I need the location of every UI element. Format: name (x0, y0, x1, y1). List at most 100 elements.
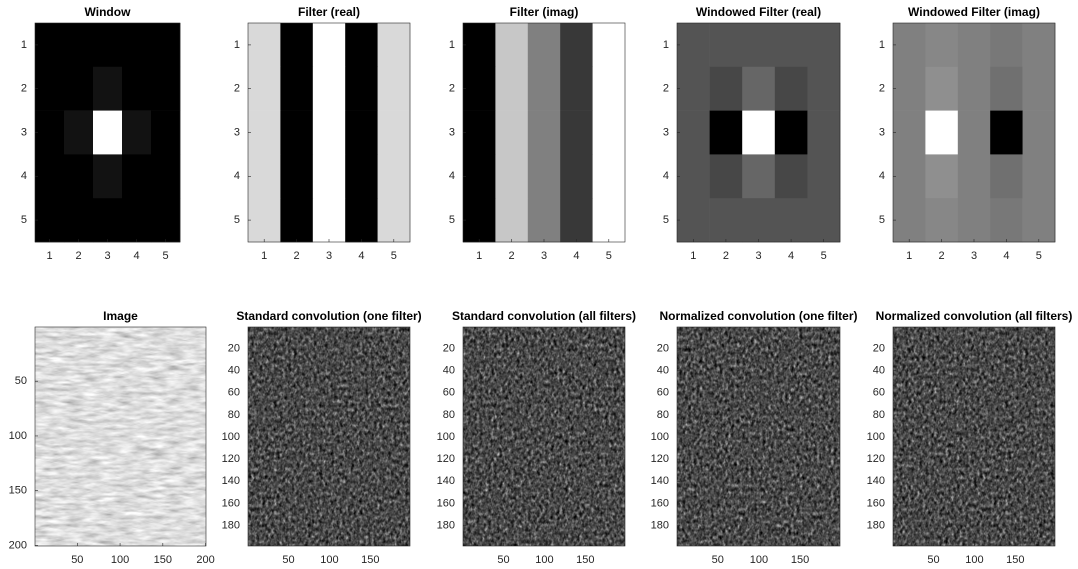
subplot-title: Standard convolution (all filters) (452, 309, 636, 323)
cell (248, 154, 281, 199)
cell (280, 23, 314, 68)
x-tick-label: 3 (971, 250, 977, 262)
y-tick-label: 4 (21, 170, 27, 182)
subplot: Normalized convolution (all filters) 50 10… (867, 309, 1073, 566)
cell (925, 66, 959, 111)
cell (377, 66, 411, 111)
cell (312, 198, 346, 243)
x-tick-label: 4 (358, 250, 364, 262)
subplot: Standard convolution (one filter) 50 100 15… (222, 309, 422, 566)
cell (709, 154, 743, 199)
y-tick-label: 180 (437, 519, 455, 531)
y-tick-label: 150 (9, 485, 27, 497)
y-tick-label: 2 (21, 83, 27, 95)
y-tick-label: 60 (443, 387, 455, 399)
cell (677, 154, 710, 199)
y-tick-label: 4 (449, 170, 455, 182)
y-tick-label: 180 (867, 519, 885, 531)
y-tick-label: 5 (234, 214, 240, 226)
cell (93, 23, 123, 68)
cell (677, 66, 710, 111)
x-tick-label: 150 (791, 554, 809, 566)
cell (1022, 66, 1056, 111)
subplot-title: Filter (real) (298, 5, 360, 19)
x-tick-label: 4 (788, 250, 794, 262)
x-tick-label: 1 (690, 250, 696, 262)
x-tick-label: 50 (927, 554, 939, 566)
y-tick-label: 120 (651, 453, 669, 465)
subplot-title: Windowed Filter (real) (696, 5, 821, 19)
x-tick-label: 100 (320, 554, 338, 566)
cell (893, 154, 926, 199)
cell (957, 198, 991, 243)
y-tick-label: 1 (879, 39, 885, 51)
x-tick-label: 50 (71, 554, 83, 566)
y-tick-label: 160 (651, 497, 669, 509)
cell (742, 154, 776, 199)
subplot-title: Standard convolution (one filter) (236, 309, 421, 323)
subplot: Image 50 100 150 200 50 100 150 200 (9, 309, 215, 566)
y-tick-label: 50 (15, 375, 27, 387)
cell (35, 23, 65, 68)
cell (560, 154, 593, 199)
y-tick-label: 60 (657, 387, 669, 399)
y-tick-label: 140 (867, 475, 885, 487)
subplot: Window 1 2 3 4 5 1 2 3 4 5 (21, 5, 181, 262)
cell (495, 23, 529, 68)
cell (64, 154, 94, 199)
y-tick-label: 140 (651, 475, 669, 487)
y-tick-label: 60 (873, 387, 885, 399)
cell (957, 23, 991, 68)
cell (990, 23, 1023, 68)
cell (312, 110, 346, 155)
cell (151, 154, 181, 199)
y-tick-label: 2 (663, 83, 669, 95)
cell (957, 110, 991, 155)
subplot: Windowed Filter (imag) 1 2 3 4 5 1 2 3 4 5 (879, 5, 1056, 262)
y-tick-label: 4 (663, 170, 669, 182)
cell (709, 23, 743, 68)
axes-box (34, 326, 207, 547)
y-tick-label: 160 (222, 497, 240, 509)
y-tick-label: 140 (222, 475, 240, 487)
subplot: Windowed Filter (real) 1 2 3 4 5 1 2 3 4 5 (663, 5, 841, 262)
x-tick-label: 100 (750, 554, 768, 566)
subplot: Filter (imag) 1 2 3 4 5 1 2 3 4 5 (449, 5, 626, 262)
y-tick-label: 80 (657, 409, 669, 421)
x-tick-label: 200 (196, 554, 214, 566)
cell (377, 110, 411, 155)
cell (677, 198, 710, 243)
cell (527, 110, 561, 155)
y-tick-label: 180 (651, 519, 669, 531)
y-tick-label: 140 (437, 475, 455, 487)
cell (592, 23, 626, 68)
x-tick-label: 150 (576, 554, 594, 566)
x-tick-label: 5 (162, 250, 168, 262)
y-tick-label: 3 (21, 126, 27, 138)
x-tick-label: 5 (391, 250, 397, 262)
y-tick-label: 5 (21, 214, 27, 226)
x-tick-label: 2 (75, 250, 81, 262)
y-tick-label: 2 (234, 83, 240, 95)
cell (893, 23, 926, 68)
x-tick-label: 150 (1006, 554, 1024, 566)
y-tick-label: 120 (867, 453, 885, 465)
cell (280, 110, 314, 155)
image-texture (248, 327, 410, 546)
cell (122, 198, 152, 243)
x-tick-label: 1 (476, 250, 482, 262)
cell (592, 198, 626, 243)
x-tick-label: 2 (939, 250, 945, 262)
y-tick-label: 1 (663, 39, 669, 51)
cell (742, 23, 776, 68)
cell (64, 198, 94, 243)
cell (990, 110, 1023, 155)
y-tick-label: 80 (443, 409, 455, 421)
y-tick-label: 3 (449, 126, 455, 138)
cell (377, 23, 411, 68)
cell (495, 66, 529, 111)
cell (807, 110, 841, 155)
subplot-title: Window (85, 5, 132, 19)
cell (893, 198, 926, 243)
